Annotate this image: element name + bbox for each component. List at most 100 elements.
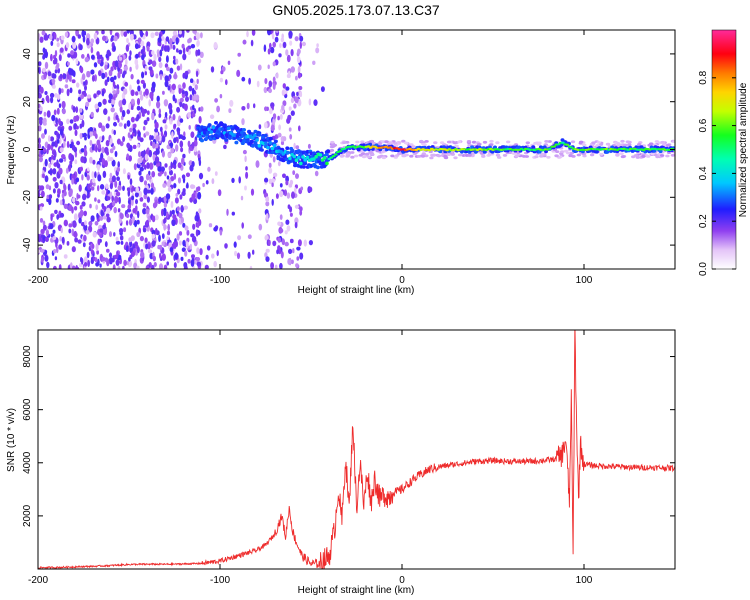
noise-cell [69,87,73,94]
noise-cell [69,262,73,269]
noise-cell [158,113,162,118]
noise-cell [175,192,179,197]
noise-cell [111,128,114,135]
noise-cell [190,259,195,267]
halo-cell [623,143,628,147]
noise-cell [117,161,120,168]
noise-cell [173,262,177,269]
figure-title: GN05.2025.173.07.13.C37 [272,2,440,18]
halo-cell [360,140,365,144]
noise-cell [283,189,288,197]
noise-cell [153,262,157,267]
noise-cell [242,149,247,155]
noise-cell [91,75,95,82]
noise-cell [263,44,267,52]
noise-cell [128,155,133,162]
noise-cell [145,265,150,269]
halo-cell [487,153,493,156]
noise-cell [219,77,224,83]
noise-cell [64,84,69,89]
noise-cell [144,153,149,161]
noise-cell [64,31,69,38]
noise-cell [158,56,162,63]
halo-cell [655,155,660,159]
noise-cell [137,143,140,148]
noise-cell [90,186,95,191]
noise-cell [114,60,119,68]
noise-cell [138,190,143,198]
noise-cell [153,53,157,62]
noise-cell [231,177,235,183]
noise-cell [97,238,101,246]
ridge-core-cell [331,155,336,158]
ridge-core-cell [294,158,299,162]
noise-cell [118,56,123,61]
noise-cell [142,34,146,40]
noise-cell [233,241,237,248]
noise-cell [269,108,273,115]
ridge-base-cell [234,140,239,145]
noise-cell [118,122,123,127]
noise-cell [74,129,78,136]
noise-cell [272,156,276,163]
noise-cell [293,142,296,150]
noise-cell [61,154,66,159]
noise-cell [307,143,311,149]
noise-cell [290,259,294,265]
ridge-core-cell [301,155,305,159]
ridge-core-cell [207,127,211,132]
noise-cell [58,264,62,269]
ridge-base-cell [214,121,218,125]
x-tick-label: 0 [399,575,405,586]
noise-cell [277,237,282,243]
halo-cell [511,152,517,155]
noise-cell [52,84,56,89]
noise-cell [287,258,292,265]
noise-cell [164,75,169,82]
noise-cell [169,210,173,218]
halo-cell [420,154,426,158]
noise-cell [191,184,196,189]
noise-cell [38,137,41,144]
noise-cell [200,32,203,39]
noise-cell [91,54,95,60]
noise-cell [96,212,99,219]
halo-cell [424,140,429,143]
noise-cell [135,205,138,212]
noise-cell [296,246,301,251]
ridge-core-cell [253,133,257,138]
noise-cell [62,198,65,206]
noise-cell [159,49,163,57]
noise-cell [95,262,99,267]
noise-cell [72,265,76,269]
noise-cell [70,50,75,56]
halo-cell [411,145,416,149]
noise-cell [120,240,124,245]
ridge-base-cell [290,148,295,153]
noise-cell [51,78,56,84]
noise-cell [244,185,247,191]
noise-cell [39,106,43,112]
ridge-core-cell [288,156,292,161]
noise-cell [101,146,105,154]
noise-cell [280,140,285,146]
noise-cell [197,58,202,64]
noise-cell [290,110,295,116]
noise-cell [83,30,87,36]
halo-cell [649,142,654,146]
noise-cell [139,166,144,172]
noise-cell [95,145,98,153]
noise-cell [132,144,137,150]
noise-cell [46,194,50,200]
noise-cell [159,126,163,132]
noise-cell [134,58,139,66]
noise-cell [80,148,85,153]
noise-cell [279,214,283,220]
noise-cell [140,49,144,55]
noise-cell [57,133,61,140]
noise-cell [265,213,269,221]
halo-cell [665,154,670,158]
noise-cell [185,96,189,102]
halo-cell [544,140,549,143]
